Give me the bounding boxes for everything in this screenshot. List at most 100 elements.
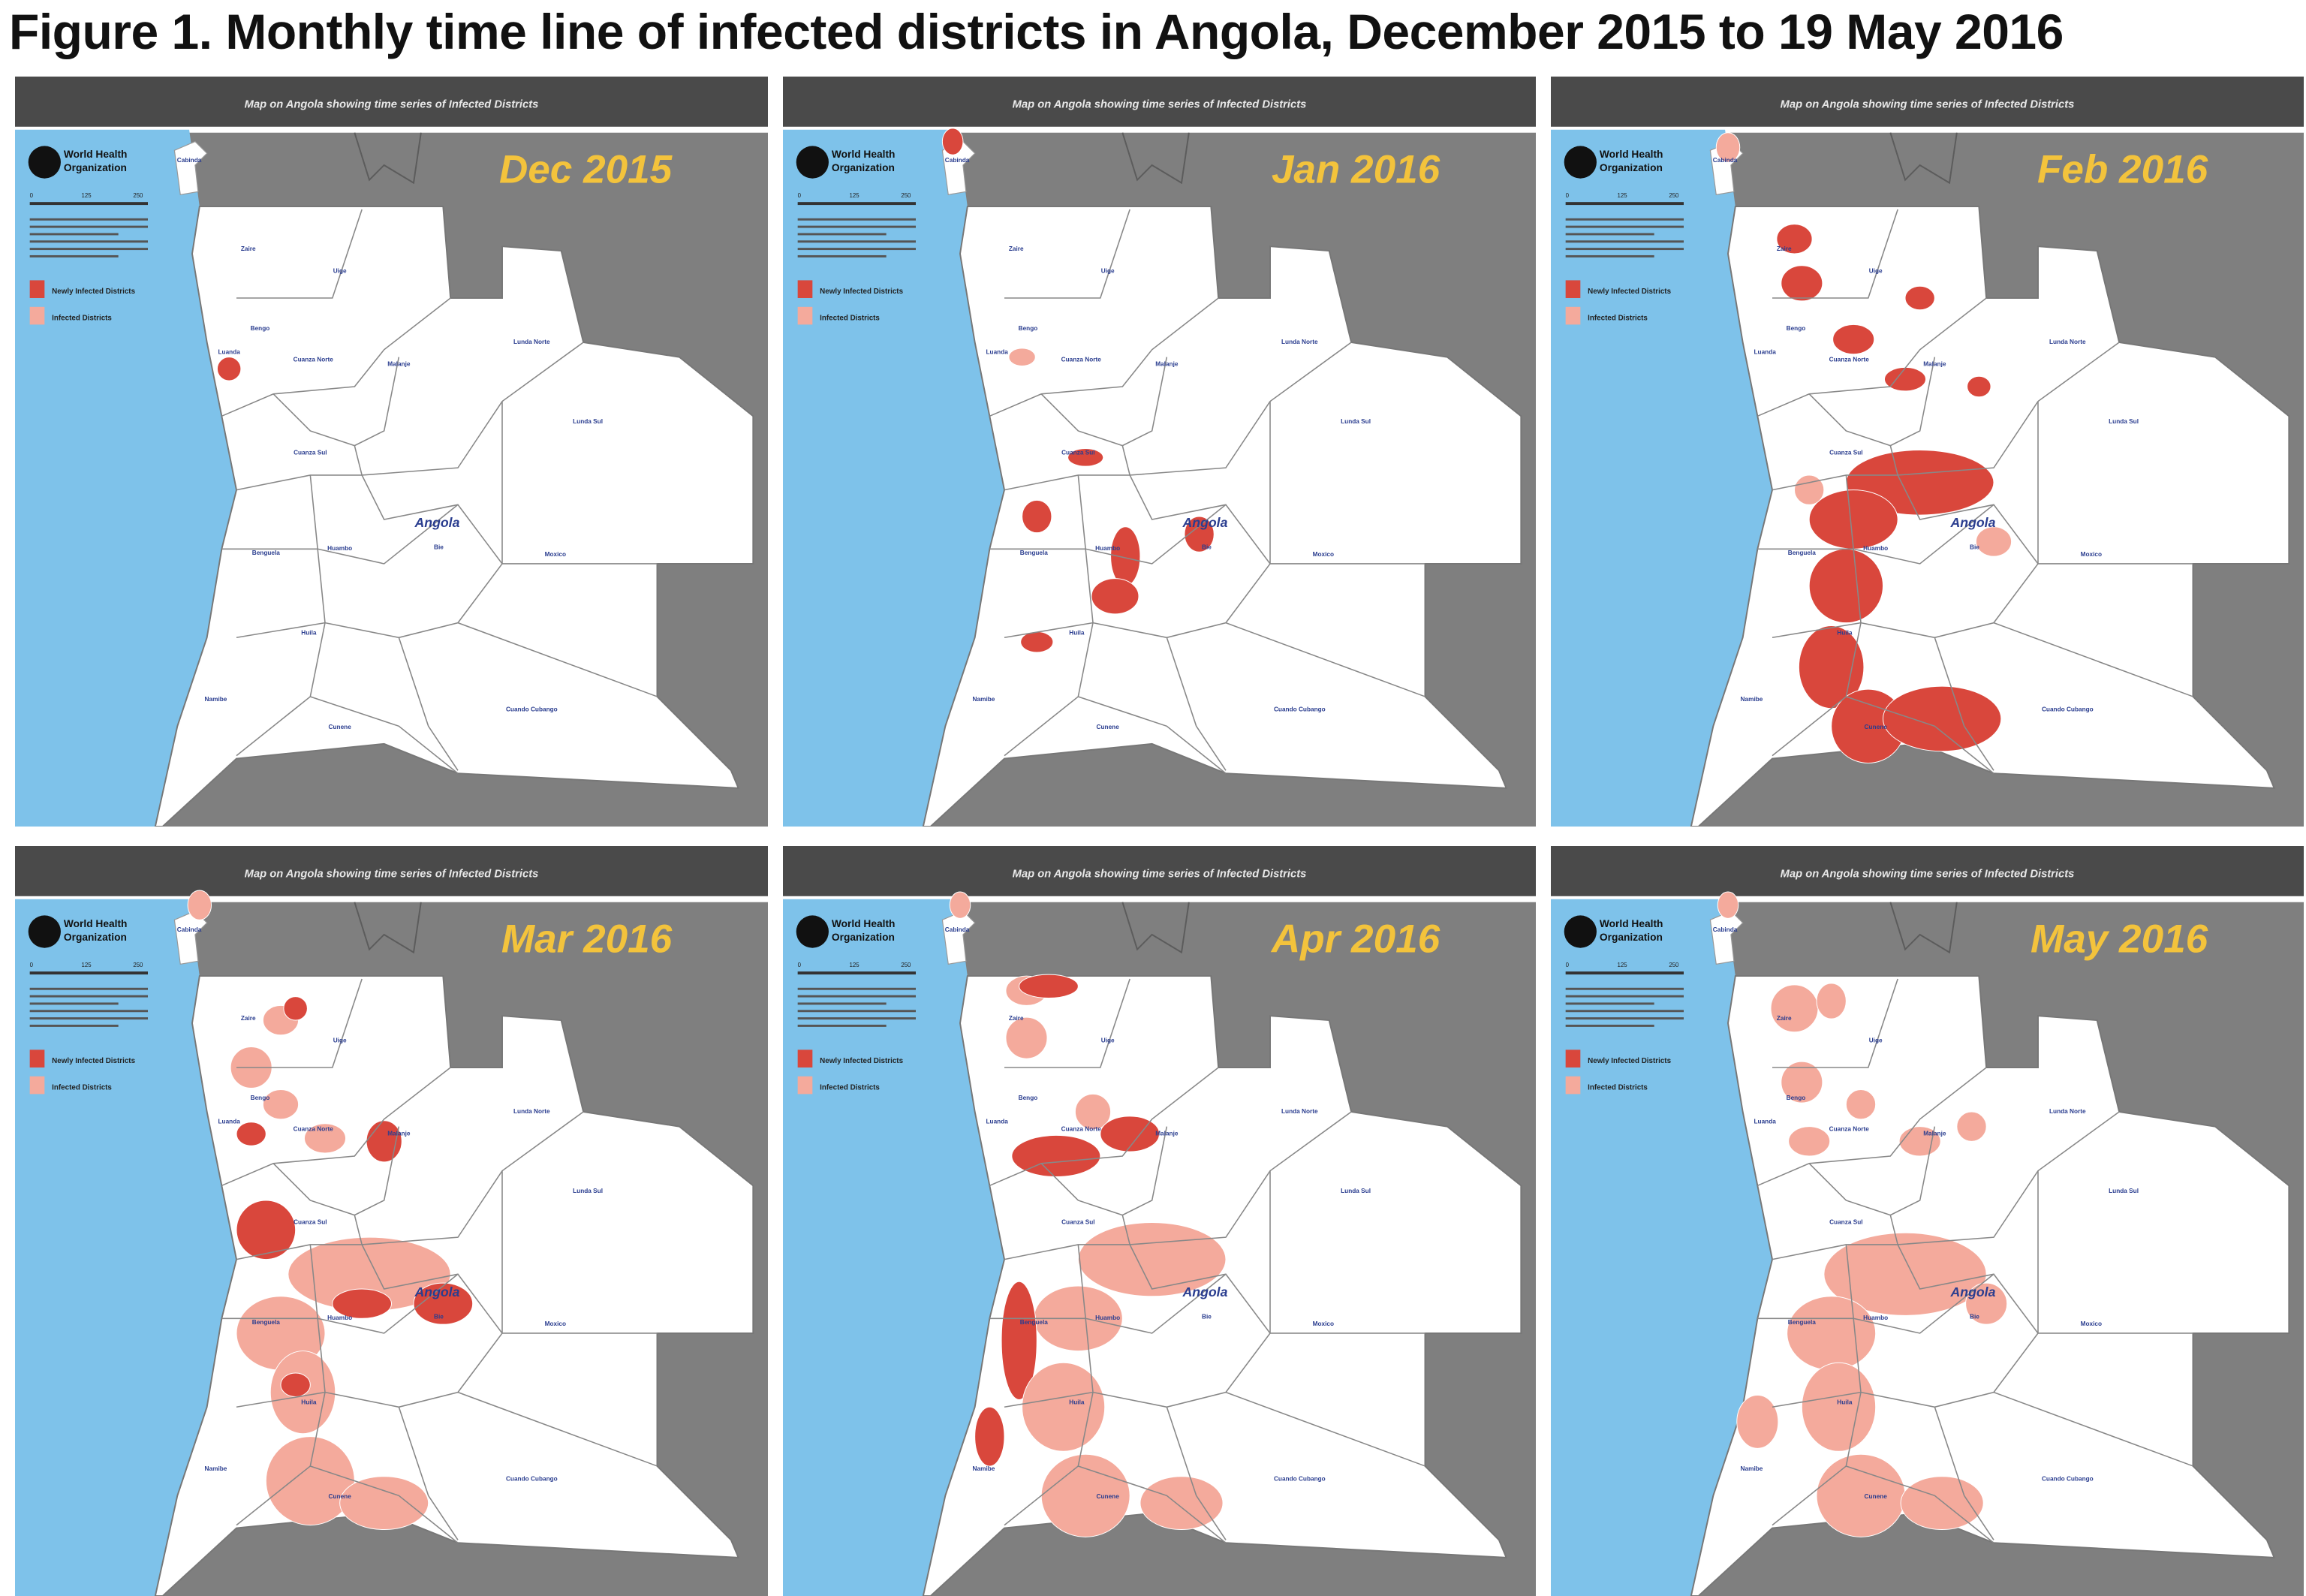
legend-swatch-newly — [29, 1049, 45, 1068]
newly-infected-district — [1067, 448, 1104, 467]
sea — [1551, 129, 1772, 827]
scale-bar — [1565, 971, 1684, 975]
province-label: Cabinda — [1713, 157, 1738, 164]
legend-note-line — [797, 1010, 916, 1013]
province-label: Huambo — [1095, 545, 1120, 552]
map-panel-jan-2016: Map on Angola showing time series of Inf… — [783, 77, 1536, 827]
province-label: Namibe — [1741, 1465, 1763, 1472]
scale-tick: 125 — [1618, 192, 1628, 199]
province-label: Cuanza Sul — [1829, 1218, 1862, 1225]
province-label: Huambo — [327, 545, 352, 552]
header-divider — [783, 126, 1536, 133]
province-label: Malanje — [387, 360, 411, 367]
province-label: Namibe — [1741, 696, 1763, 703]
newly-infected-district — [1091, 578, 1139, 615]
header-divider — [783, 896, 1536, 902]
province-label: Moxico — [2081, 551, 2102, 558]
province-label: Lunda Sul — [2109, 1188, 2139, 1194]
infected-district — [1801, 1362, 1877, 1452]
legend-note-line — [797, 1002, 887, 1005]
angola-map: Map on Angola showing time series of Inf… — [1551, 846, 2304, 1596]
province-border — [236, 622, 326, 639]
legend-swatch-infected — [797, 306, 813, 325]
angola-map: Map on Angola showing time series of Inf… — [1551, 77, 2304, 827]
province-label: Uige — [1869, 268, 1883, 275]
scale-tick: 0 — [798, 962, 802, 968]
province-label: Malanje — [387, 1130, 411, 1137]
legend-label-infected: Infected Districts — [52, 1083, 112, 1092]
province-border — [236, 978, 363, 1068]
infected-district — [262, 1089, 300, 1120]
month-label: Jan 2016 — [1272, 148, 1440, 192]
legend-note-line — [1565, 248, 1684, 251]
legend-label-infected: Infected Districts — [1588, 314, 1648, 322]
legend-note-line — [29, 248, 149, 251]
province-label: Luanda — [218, 1119, 240, 1125]
province-border — [1121, 342, 1352, 476]
province-label: Lunda Sul — [2109, 418, 2139, 425]
neighbour-border — [354, 132, 422, 185]
scale-tick: 250 — [133, 962, 143, 968]
infected-district — [1717, 891, 1739, 919]
infected-districts — [949, 891, 1227, 1537]
province-border — [989, 297, 1219, 417]
province-label: Cuanza Sul — [294, 1218, 327, 1225]
header-divider — [15, 896, 768, 902]
province-label: Malanje — [1155, 1130, 1179, 1137]
legend-swatch-infected — [29, 306, 45, 325]
province-label: Benguela — [1020, 1319, 1049, 1326]
province-border — [457, 622, 658, 697]
province-label: Malanje — [1923, 360, 1946, 367]
scale-tick: 125 — [850, 192, 860, 199]
infected-district — [1077, 1221, 1227, 1297]
legend-label-infected: Infected Districts — [820, 314, 880, 322]
legend-label-newly: Newly Infected Districts — [1588, 288, 1671, 296]
newly-infected-district — [1184, 516, 1215, 553]
header-divider — [1551, 126, 2304, 133]
scale-tick: 0 — [30, 192, 34, 199]
newly-infected-district — [1022, 499, 1052, 534]
province-border — [1993, 622, 2193, 697]
legend-label-infected: Infected Districts — [52, 314, 112, 322]
map-panel-feb-2016: Map on Angola showing time series of Inf… — [1551, 77, 2304, 827]
province-label: Bie — [434, 1313, 444, 1320]
province-border — [1889, 1111, 2120, 1245]
newly-infected-district — [1781, 265, 1823, 302]
province-label: Cuando Cubango — [506, 706, 558, 713]
infected-district — [1975, 526, 2012, 557]
infected-district — [949, 891, 971, 919]
newly-infected-district — [1110, 526, 1141, 586]
province-border — [1757, 1067, 1987, 1187]
province-border — [221, 1067, 451, 1187]
province-label: Lunda Sul — [1341, 1188, 1371, 1194]
province-border — [236, 1391, 326, 1408]
legend-note-line — [29, 1010, 149, 1013]
newly-infected-district — [280, 1372, 311, 1398]
infected-district — [1816, 983, 1847, 1019]
legend-swatch-infected — [1565, 306, 1581, 325]
province-border — [1757, 297, 1987, 417]
province-label: Bie — [434, 544, 444, 550]
country-label: Angola — [414, 515, 459, 530]
map-panel-mar-2016: Map on Angola showing time series of Inf… — [15, 846, 768, 1596]
province-label: Huambo — [327, 1314, 352, 1321]
province-border — [1889, 342, 2120, 476]
province-label: Bie — [1202, 544, 1212, 550]
province-label: Lunda Norte — [1281, 1108, 1318, 1115]
province-label: Cuanza Sul — [1061, 449, 1094, 456]
province-border — [1993, 1391, 2193, 1467]
province-border — [1772, 209, 1898, 299]
province-label: Zaire — [1777, 1015, 1792, 1022]
province-border — [236, 1392, 326, 1526]
legend-swatch-infected — [1565, 1076, 1581, 1095]
country-label: Angola — [414, 1284, 459, 1299]
province-border — [236, 209, 363, 299]
province-label: Namibe — [205, 696, 227, 703]
province-border — [1772, 978, 1898, 1068]
newly-infected-district — [216, 357, 242, 381]
province-label: Cunene — [1865, 724, 1888, 730]
province-border — [457, 1391, 658, 1467]
province-label: Benguela — [1020, 550, 1049, 556]
province-border — [221, 297, 451, 417]
who-emblem-icon — [28, 146, 61, 179]
